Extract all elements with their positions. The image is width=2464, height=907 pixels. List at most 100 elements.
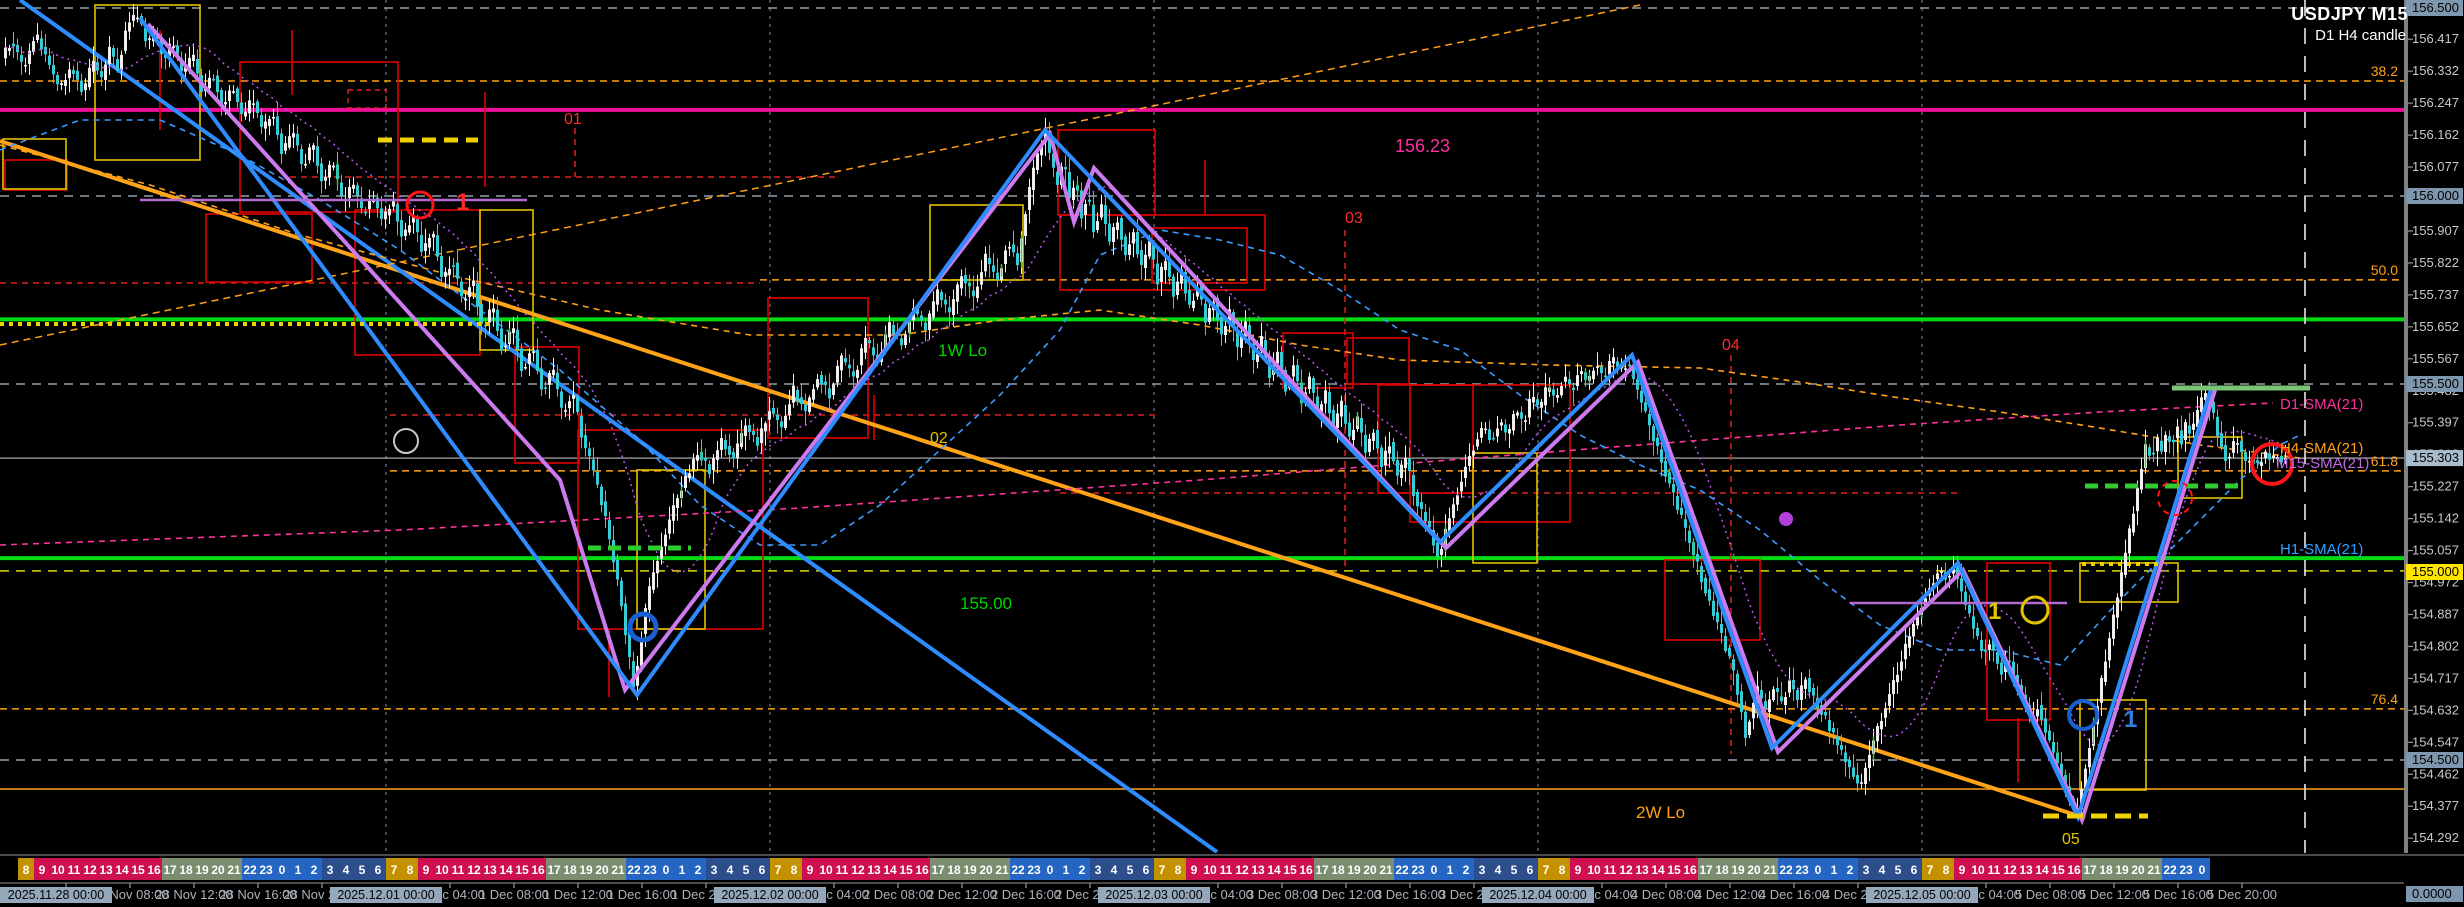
svg-text:2025.12.02 00:00: 2025.12.02 00:00 <box>721 888 818 902</box>
svg-text:23: 23 <box>1411 863 1425 877</box>
svg-text:8: 8 <box>407 863 414 877</box>
svg-text:6: 6 <box>759 863 766 877</box>
svg-text:18: 18 <box>1331 863 1345 877</box>
svg-text:0: 0 <box>1431 863 1438 877</box>
svg-text:5 Dec 12:00: 5 Dec 12:00 <box>2079 887 2149 902</box>
svg-text:15: 15 <box>2051 863 2065 877</box>
svg-text:17: 17 <box>1699 863 1713 877</box>
svg-text:2: 2 <box>1079 863 1086 877</box>
svg-text:3 Dec 08:00: 3 Dec 08:00 <box>1247 887 1317 902</box>
svg-text:2 Dec 16:00: 2 Dec 16:00 <box>991 887 1061 902</box>
svg-text:22: 22 <box>627 863 641 877</box>
svg-text:4: 4 <box>1879 863 1886 877</box>
svg-text:6: 6 <box>1143 863 1150 877</box>
zigzag-blue <box>138 16 2214 823</box>
svg-text:3 Dec 12:00: 3 Dec 12:00 <box>1311 887 1381 902</box>
svg-text:12: 12 <box>851 863 865 877</box>
trendlines <box>0 0 2086 854</box>
svg-text:2 Dec 12:00: 2 Dec 12:00 <box>927 887 997 902</box>
svg-text:155.500: 155.500 <box>2412 376 2459 391</box>
svg-text:19: 19 <box>2115 863 2129 877</box>
svg-text:5 Dec 20:00: 5 Dec 20:00 <box>2207 887 2277 902</box>
svg-text:22: 22 <box>1779 863 1793 877</box>
svg-text:50.0: 50.0 <box>2371 262 2398 278</box>
svg-text:21: 21 <box>2147 863 2161 877</box>
svg-text:17: 17 <box>931 863 945 877</box>
svg-text:22: 22 <box>2163 863 2177 877</box>
session-hour-bar: 8 9 10 11 12 13 14 15 16 17 18 19 20 21 22 23 0 1 2 3 4 5 6 7 8 9… <box>18 858 2210 880</box>
svg-text:7: 7 <box>1927 863 1934 877</box>
svg-text:2025.12.04 00:00: 2025.12.04 00:00 <box>1489 888 1586 902</box>
svg-text:12: 12 <box>1235 863 1249 877</box>
svg-text:21: 21 <box>1763 863 1777 877</box>
svg-text:154.292: 154.292 <box>2412 830 2459 845</box>
svg-text:16: 16 <box>1299 863 1313 877</box>
svg-text:154.500: 154.500 <box>2412 752 2459 767</box>
svg-text:3: 3 <box>1479 863 1486 877</box>
svg-text:22: 22 <box>1011 863 1025 877</box>
svg-text:154.802: 154.802 <box>2412 638 2459 653</box>
svg-text:13: 13 <box>483 863 497 877</box>
svg-text:7: 7 <box>391 863 398 877</box>
svg-text:9: 9 <box>39 863 46 877</box>
svg-text:0: 0 <box>1815 863 1822 877</box>
svg-text:156.417: 156.417 <box>2412 31 2459 46</box>
svg-text:1: 1 <box>1447 863 1454 877</box>
price-axis-scale: 156.500 156.417 156.332 156.247 156.162 156.0… <box>2404 0 2464 907</box>
svg-text:0: 0 <box>663 863 670 877</box>
svg-text:4 Dec 12:00: 4 Dec 12:00 <box>1695 887 1765 902</box>
svg-text:22: 22 <box>1395 863 1409 877</box>
svg-text:14: 14 <box>2035 863 2049 877</box>
violet-segments <box>140 198 2067 605</box>
svg-text:17: 17 <box>1315 863 1329 877</box>
svg-text:8: 8 <box>1559 863 1566 877</box>
svg-text:2025.11.28 00:00: 2025.11.28 00:00 <box>8 888 104 902</box>
svg-text:6: 6 <box>1911 863 1918 877</box>
svg-text:11: 11 <box>68 863 81 877</box>
svg-text:18: 18 <box>179 863 193 877</box>
svg-text:155.907: 155.907 <box>2412 223 2459 238</box>
svg-text:0: 0 <box>279 863 286 877</box>
marker-segments <box>0 137 2310 819</box>
svg-text:5: 5 <box>1511 863 1518 877</box>
svg-text:7: 7 <box>1159 863 1166 877</box>
svg-text:1: 1 <box>1063 863 1070 877</box>
svg-text:7: 7 <box>775 863 782 877</box>
svg-text:11: 11 <box>1604 863 1617 877</box>
svg-text:9: 9 <box>1575 863 1582 877</box>
svg-text:1: 1 <box>679 863 686 877</box>
svg-text:20: 20 <box>595 863 609 877</box>
svg-text:10: 10 <box>51 863 65 877</box>
svg-text:14: 14 <box>499 863 513 877</box>
svg-text:11: 11 <box>452 863 465 877</box>
svg-text:19: 19 <box>1731 863 1745 877</box>
svg-text:154.462: 154.462 <box>2412 766 2459 781</box>
svg-text:154.632: 154.632 <box>2412 702 2459 717</box>
svg-text:156.247: 156.247 <box>2412 95 2459 110</box>
m15-sma-curve <box>5 44 2286 746</box>
time-axis[interactable] <box>0 853 2404 907</box>
fibonacci-labels: 38.2 50.0 61.8 76.4 <box>2371 63 2398 707</box>
svg-text:17: 17 <box>547 863 561 877</box>
svg-text:155.057: 155.057 <box>2412 543 2459 558</box>
svg-text:21: 21 <box>1379 863 1393 877</box>
svg-text:12: 12 <box>2003 863 2017 877</box>
svg-text:2: 2 <box>311 863 318 877</box>
svg-text:4: 4 <box>727 863 734 877</box>
price-axis[interactable] <box>2404 0 2464 853</box>
svg-text:21: 21 <box>995 863 1009 877</box>
svg-text:2: 2 <box>1463 863 1470 877</box>
svg-text:6: 6 <box>375 863 382 877</box>
svg-text:1 Dec 08:00: 1 Dec 08:00 <box>479 887 549 902</box>
svg-text:28 Nov 12:00: 28 Nov 12:00 <box>155 887 232 902</box>
svg-text:15: 15 <box>515 863 529 877</box>
svg-text:23: 23 <box>1795 863 1809 877</box>
svg-text:2 Dec 08:00: 2 Dec 08:00 <box>863 887 933 902</box>
svg-text:9: 9 <box>807 863 814 877</box>
svg-text:10: 10 <box>1587 863 1601 877</box>
svg-text:2025.12.01 00:00: 2025.12.01 00:00 <box>337 888 434 902</box>
svg-text:18: 18 <box>947 863 961 877</box>
svg-text:23: 23 <box>2179 863 2193 877</box>
